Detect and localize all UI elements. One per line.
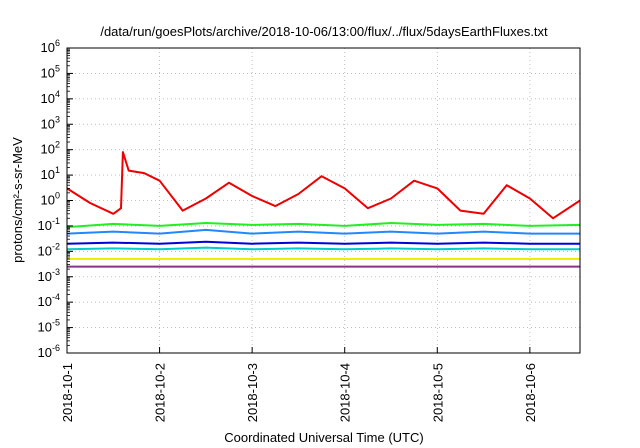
y-ticks: 106 105 104 103 102 101 100 10-1 10-2 10-3 10-4 10-… [38,38,73,360]
y-tick-label: 106 [41,38,60,55]
y-tick-label: 10-4 [38,292,60,309]
x-tick-label: 2018-10-2 [153,363,168,422]
x-tick-label: 2018-10-1 [60,363,75,422]
y-tick-label: 103 [41,114,60,131]
x-axis-label: Coordinated Universal Time (UTC) [224,430,423,445]
y-tick-label: 10-5 [38,318,60,335]
series-line-2 [66,222,581,229]
grid [66,47,580,354]
y-tick-label: 102 [41,140,60,157]
series-line-1 [66,151,581,220]
y-tick-label: 100 [41,191,60,208]
x-tick-label: 2018-10-5 [430,363,445,422]
series-line-3 [66,228,580,235]
y-tick-label: 105 [41,63,60,80]
x-tick-label: 2018-10-4 [338,363,353,422]
x-tick-label: 2018-10-3 [245,363,260,422]
y-tick-label: 104 [41,89,60,106]
series-line-5 [66,240,580,245]
y-axis-label: protons/cm²-s-sr-MeV [10,137,25,263]
series-line-4 [66,246,580,251]
y-tick-label: 10-2 [38,241,60,258]
chart-title: /data/run/goesPlots/archive/2018-10-06/1… [100,24,548,39]
x-ticks: 2018-10-1 2018-10-2 2018-10-3 2018-10-4 2018… [60,347,538,422]
y-tick-label: 10-1 [38,216,60,233]
y-tick-label: 101 [41,165,60,182]
series-group [66,151,581,268]
x-tick-label: 2018-10-6 [523,363,538,422]
y-tick-label: 10-6 [38,343,60,360]
y-tick-label: 10-3 [38,267,60,284]
